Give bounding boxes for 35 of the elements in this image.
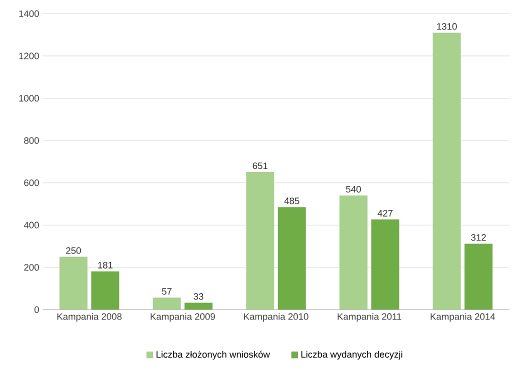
y-tick-label: 600 xyxy=(24,180,39,186)
data-label: 33 xyxy=(194,293,204,300)
bar xyxy=(91,271,120,310)
y-tick-label: 400 xyxy=(24,222,39,228)
bar xyxy=(371,219,400,310)
x-tick-label: Kampania 2014 xyxy=(430,313,496,322)
data-label: 57 xyxy=(162,288,172,295)
y-tick-label: 0 xyxy=(34,306,39,313)
bar xyxy=(464,244,493,310)
data-label: 250 xyxy=(66,247,81,254)
y-tick-label: 1000 xyxy=(19,94,39,102)
bar xyxy=(339,195,368,310)
y-tick-label: 800 xyxy=(24,137,39,144)
y-tick-label: 1200 xyxy=(19,52,39,60)
data-label: 1310 xyxy=(437,23,457,30)
data-label: 540 xyxy=(346,186,361,193)
data-label: 181 xyxy=(98,262,113,268)
bar xyxy=(152,298,181,310)
bar xyxy=(278,207,306,310)
x-tick-label: Kampania 2010 xyxy=(244,313,308,322)
x-tick-label: Kampania 2008 xyxy=(57,313,122,322)
legend-label: Liczba wydanych decyzji xyxy=(301,350,402,360)
data-label: 485 xyxy=(284,198,300,204)
y-tick-label: 200 xyxy=(24,264,39,271)
data-label: 427 xyxy=(378,210,393,216)
bar xyxy=(246,172,274,310)
data-label: 651 xyxy=(252,162,268,170)
legend-label: Liczba złożonych wniosków xyxy=(156,350,270,360)
data-label: 312 xyxy=(471,234,486,241)
bar xyxy=(59,256,88,310)
bar xyxy=(184,302,213,310)
y-tick-label: 1400 xyxy=(19,10,39,17)
x-tick-label: Kampania 2009 xyxy=(150,313,215,322)
bar xyxy=(432,32,461,310)
x-tick-label: Kampania 2011 xyxy=(338,313,402,322)
